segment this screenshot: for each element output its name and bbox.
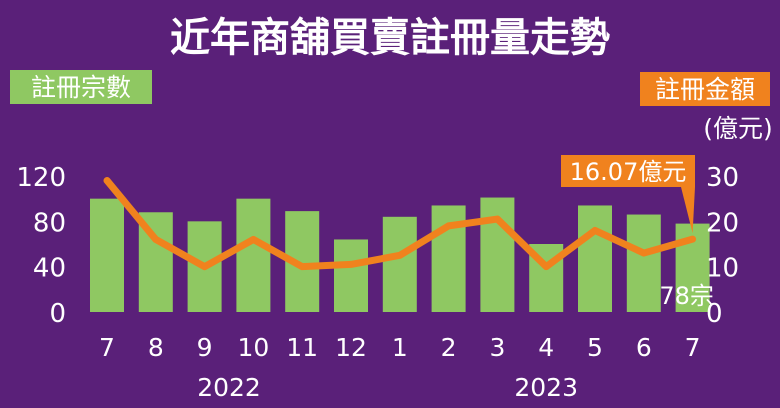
- right-tick-10: 10: [706, 254, 739, 284]
- right-axis: 0 10 20 30: [706, 163, 739, 329]
- bar-11: [626, 214, 661, 312]
- x-label-9: 4: [538, 333, 554, 362]
- legend-right-label: 註冊金額: [655, 75, 755, 104]
- legend-left-label: 註冊宗數: [31, 73, 131, 102]
- line-callout-pointer: [681, 187, 695, 234]
- year-axis: 2022 2023: [197, 373, 578, 402]
- legend-right-badge: [640, 72, 770, 106]
- x-label-4: 11: [286, 333, 318, 362]
- x-label-0: 7: [99, 333, 115, 362]
- right-tick-30: 30: [706, 163, 739, 193]
- legend-left-badge: [10, 70, 152, 104]
- right-tick-0: 0: [706, 299, 723, 329]
- left-axis: 0 40 80 120: [16, 163, 66, 329]
- x-label-5: 12: [335, 333, 367, 362]
- right-tick-20: 20: [706, 208, 739, 238]
- year-label-0: 2022: [197, 373, 261, 402]
- bar-5: [334, 239, 368, 312]
- x-label-10: 5: [587, 333, 603, 362]
- left-tick-40: 40: [33, 254, 66, 284]
- line-path: [103, 177, 697, 271]
- annotations: 16.07億元 78宗: [561, 155, 714, 310]
- x-label-7: 2: [441, 333, 457, 362]
- bar-10: [578, 205, 612, 312]
- bar-3: [236, 198, 271, 312]
- x-label-12: 7: [685, 333, 701, 362]
- bar-8: [480, 197, 515, 312]
- x-label-3: 10: [237, 333, 269, 362]
- left-tick-0: 0: [49, 299, 66, 329]
- x-label-2: 9: [197, 333, 213, 362]
- left-tick-120: 120: [16, 163, 66, 193]
- year-label-1: 2023: [514, 373, 578, 402]
- line-series: [103, 177, 697, 271]
- chart-title: 近年商舖買賣註冊量走勢: [170, 15, 610, 61]
- right-axis-unit: (億元): [703, 114, 773, 143]
- bar-6: [382, 216, 417, 312]
- x-label-8: 3: [489, 333, 505, 362]
- bar-callout-label: 78宗: [659, 282, 714, 310]
- left-tick-80: 80: [33, 208, 66, 238]
- line-callout-label: 16.07億元: [570, 158, 687, 186]
- x-label-11: 6: [636, 333, 652, 362]
- x-label-1: 8: [148, 333, 164, 362]
- x-axis: 7 8 9 10 11 12 1 2 3 4 5 6 7: [99, 333, 701, 362]
- bar-0: [90, 198, 124, 312]
- x-label-6: 1: [392, 333, 408, 362]
- line-callout-box: [561, 155, 695, 187]
